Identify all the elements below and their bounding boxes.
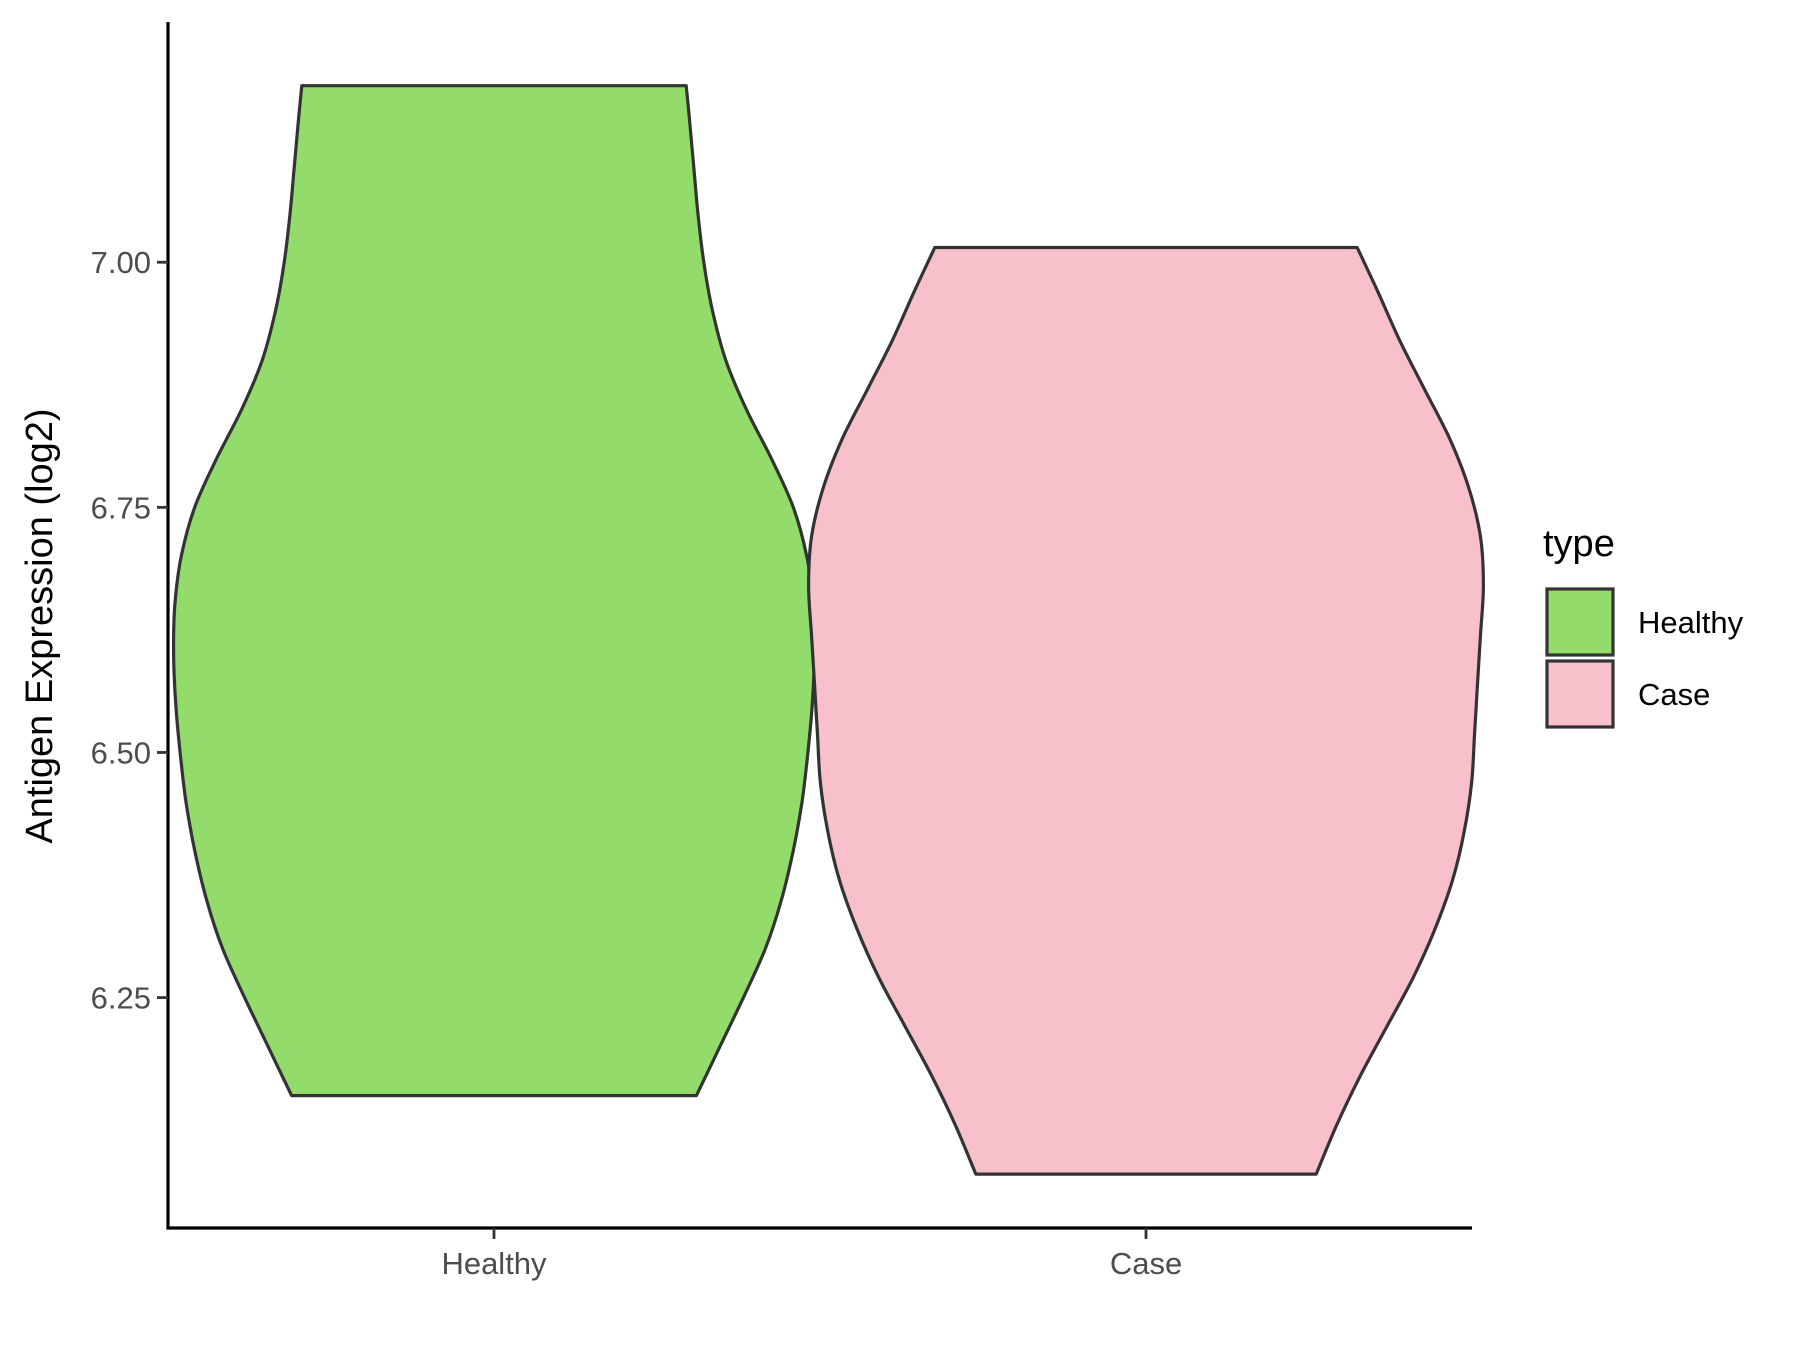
- x-tick-label: Case: [1110, 1246, 1182, 1281]
- legend-label-case: Case: [1638, 677, 1710, 712]
- y-tick-label: 6.25: [91, 981, 151, 1016]
- y-axis-title: Antigen Expression (log2): [19, 408, 61, 843]
- violin-healthy: [171, 84, 817, 1098]
- axes-layer: 6.25 6.50 6.75 7.00 Healthy Case: [91, 22, 1472, 1281]
- violin-layer: [171, 84, 1485, 1176]
- legend: type Healthy Case: [1543, 523, 1744, 729]
- legend-label-healthy: Healthy: [1638, 605, 1744, 640]
- y-tick-label: 6.75: [91, 490, 151, 525]
- y-tick-label: 6.50: [91, 735, 151, 770]
- y-tick-label: 7.00: [91, 245, 151, 280]
- legend-key-case: [1545, 659, 1615, 729]
- violin-case: [807, 245, 1485, 1176]
- legend-key-healthy: [1545, 587, 1615, 657]
- x-tick-label: Healthy: [441, 1246, 547, 1281]
- legend-title: type: [1543, 523, 1615, 565]
